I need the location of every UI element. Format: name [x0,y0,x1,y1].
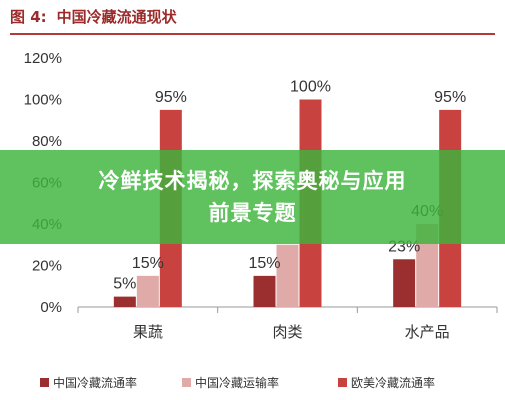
y-tick-label: 80% [32,133,62,150]
y-tick-label: 20% [32,258,62,275]
title-rule [10,33,495,35]
bar [253,275,276,307]
overlay-line2: 前景专题 [208,201,297,225]
legend-label: 中国冷藏运输率 [195,375,279,390]
data-label: 95% [155,89,187,106]
bar [416,224,439,307]
figure-label: 图 4: [10,8,47,26]
y-tick-label: 100% [24,92,62,109]
data-label: 15% [248,255,280,272]
x-tick-label: 果蔬 [133,323,163,341]
data-label: 5% [113,276,136,293]
data-label: 100% [290,79,331,96]
figure-title: 图 4: 中国冷藏流通现状 [10,6,177,27]
y-tick-label: 0% [40,299,62,316]
overlay-line1: 冷鲜技术揭秘，探索奥秘与应用 [98,169,407,193]
legend-label: 欧美冷藏流通率 [351,375,435,390]
overlay-banner: 冷鲜技术揭秘，探索奥秘与应用 前景专题 [0,150,505,244]
figure-title-text: 中国冷藏流通现状 [56,8,177,26]
bar [136,275,159,307]
legend-swatch [40,378,49,387]
x-tick-label: 水产品 [405,323,450,341]
legend-label: 中国冷藏流通率 [53,375,137,390]
data-label: 15% [132,255,164,272]
y-tick-label: 120% [24,50,62,67]
legend-swatch [182,378,191,387]
data-label: 95% [434,89,466,106]
bar [393,259,416,307]
bar [113,296,136,307]
legend-swatch [338,378,347,387]
bar [276,244,299,307]
x-tick-label: 肉类 [272,323,302,341]
